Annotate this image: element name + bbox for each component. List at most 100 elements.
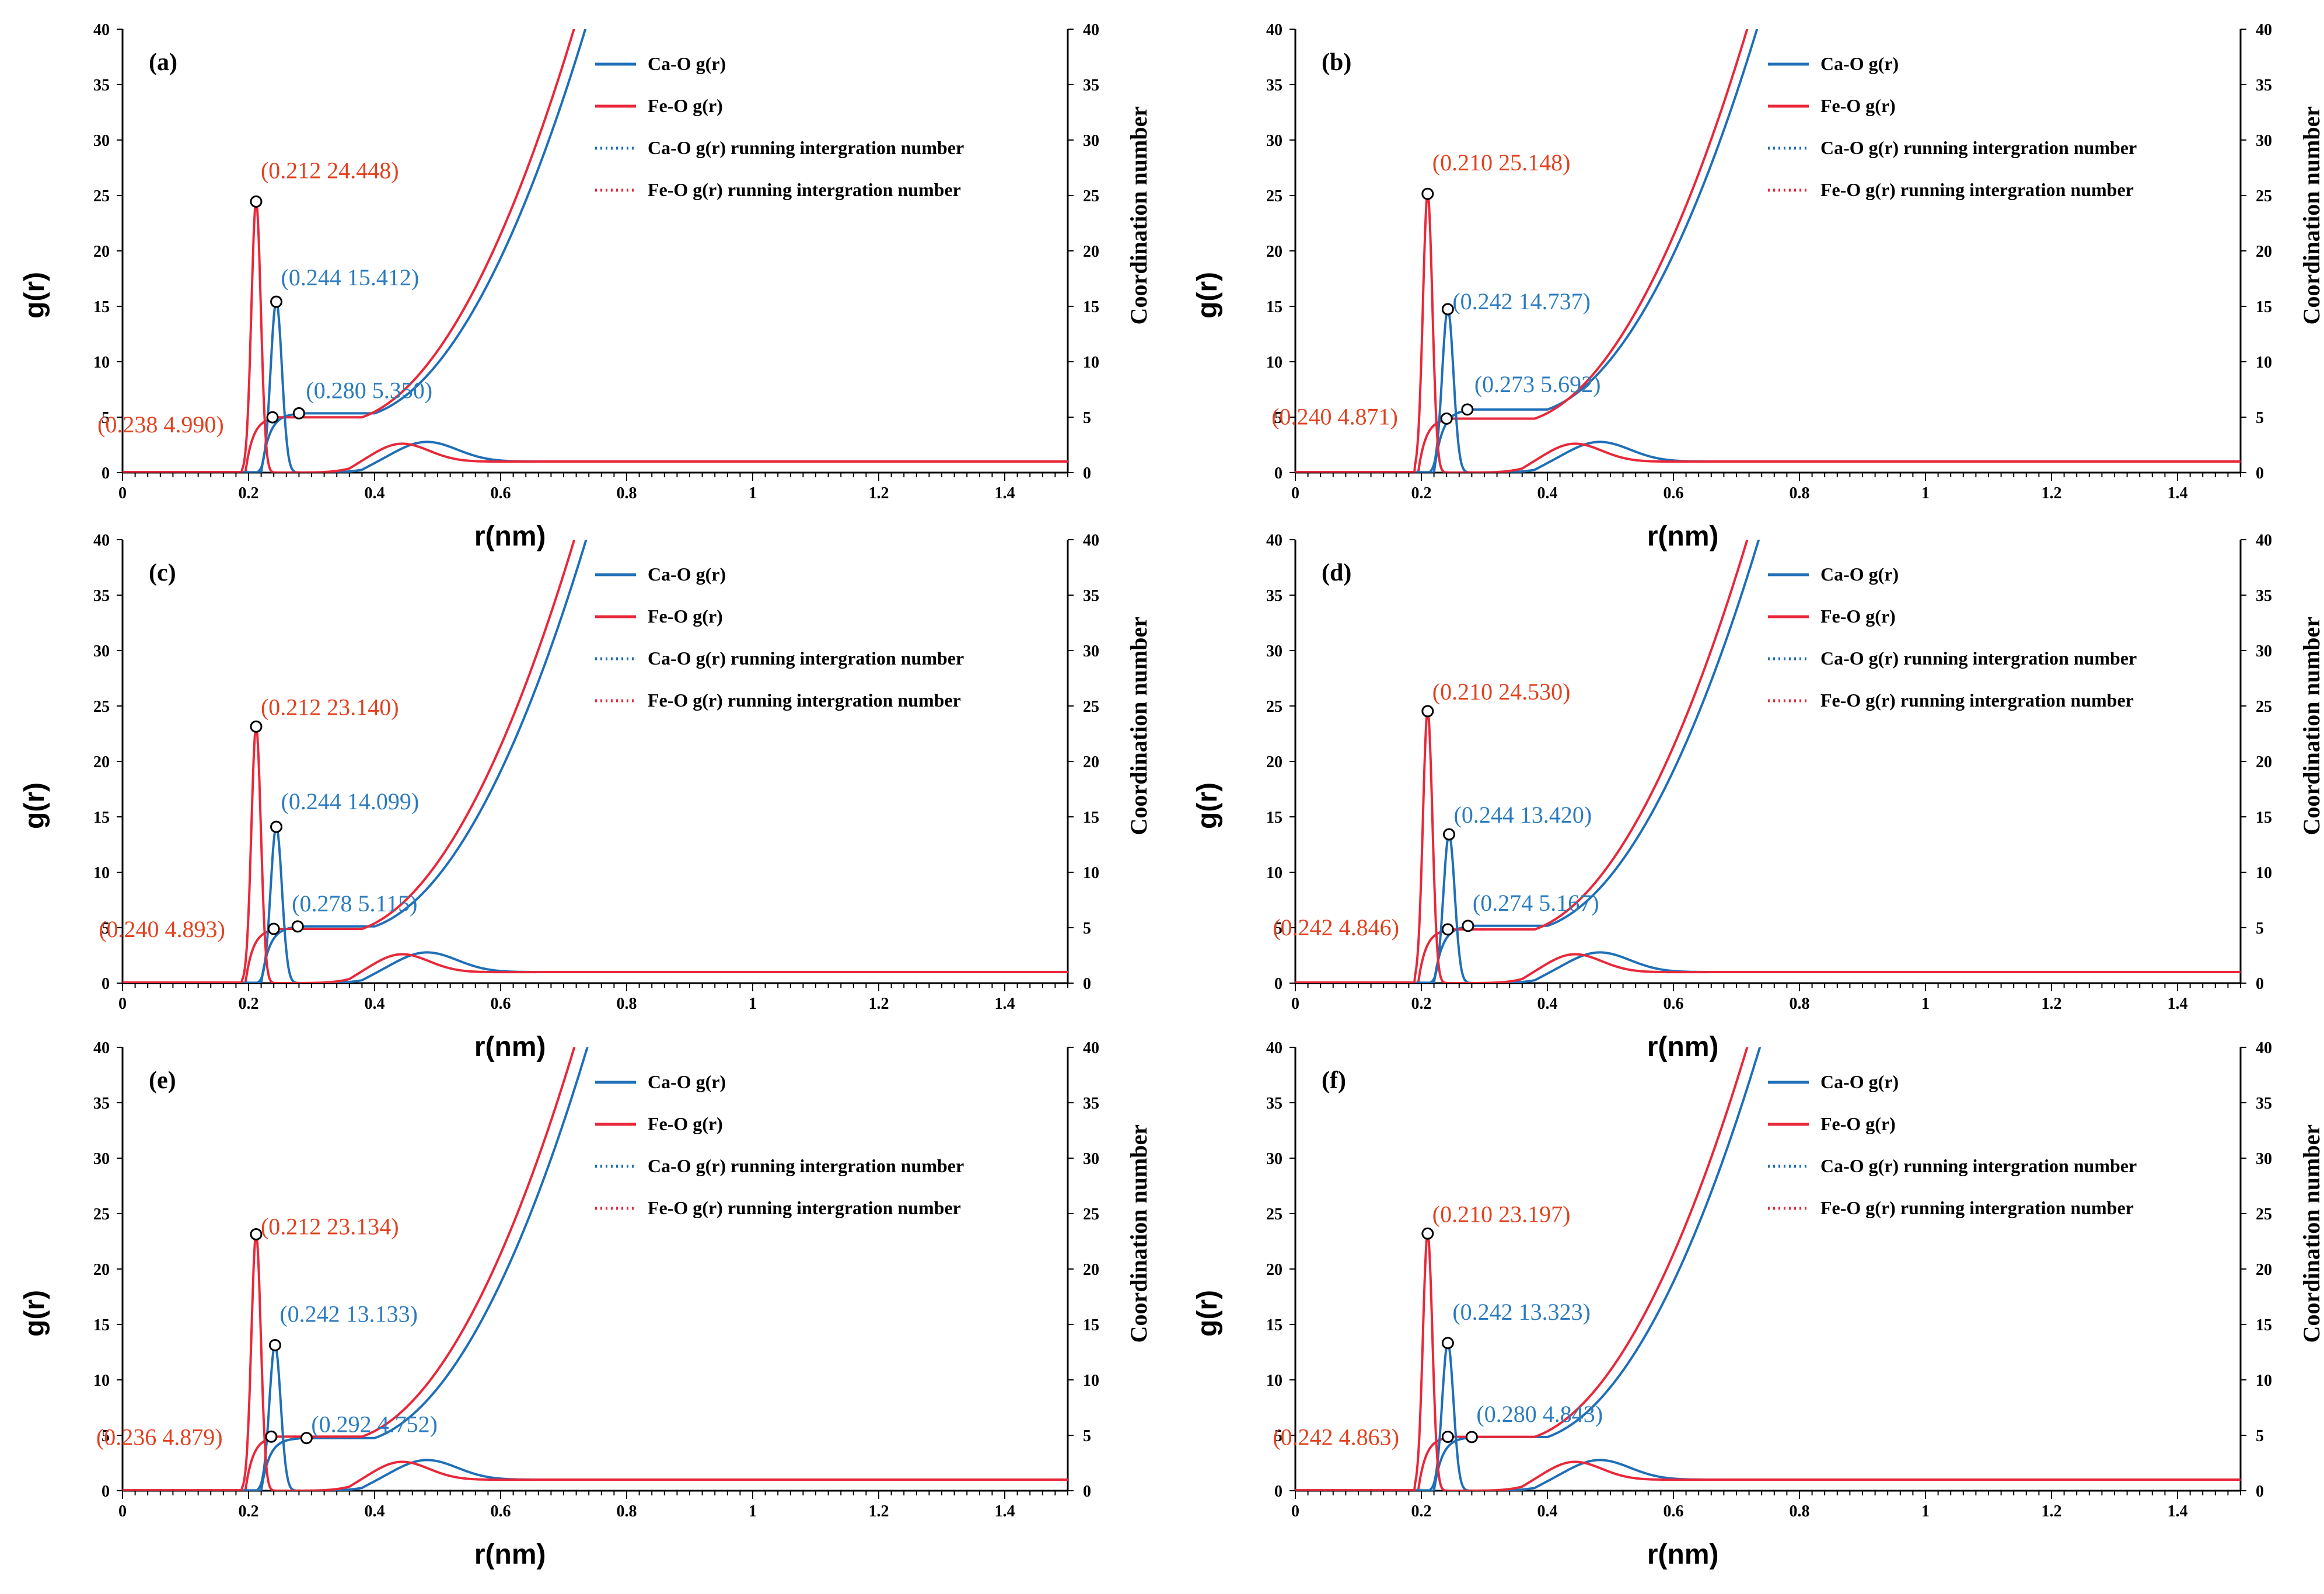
x-tick-label: 0.4 xyxy=(365,1502,385,1520)
fe-o-peak-label: (0.212 24.448) xyxy=(261,157,399,183)
ca-o-peak-marker xyxy=(1443,828,1456,841)
y2-tick-label: 25 xyxy=(2256,1205,2272,1224)
y2-tick-label: 15 xyxy=(2256,1316,2272,1334)
ca-o-running-point-label: (0.280 4.843) xyxy=(1476,1401,1603,1427)
legend-entry: Ca-O g(r) xyxy=(648,564,726,585)
x-tick-label: 0.8 xyxy=(1790,484,1810,502)
y2-tick-label: 5 xyxy=(1083,409,1091,427)
y2-axis-title: Coordination number xyxy=(1126,617,1152,836)
y2-tick-label: 10 xyxy=(1083,354,1099,372)
y2-tick-label: 40 xyxy=(2256,1039,2272,1057)
fe-o-peak-marker xyxy=(250,195,263,208)
fe-o-running-point-marker xyxy=(266,411,279,424)
y-tick-label: 15 xyxy=(1266,298,1282,316)
y2-tick-label: 15 xyxy=(1083,298,1099,316)
x-tick-label: 1 xyxy=(749,995,757,1013)
y2-tick-label: 5 xyxy=(2256,1427,2264,1445)
y-tick-label: 40 xyxy=(93,21,110,39)
legend-entry: Fe-O g(r) xyxy=(648,95,723,116)
y2-tick-label: 15 xyxy=(1083,1316,1099,1334)
y-tick-label: 15 xyxy=(1266,1316,1282,1334)
ca-o-peak-marker xyxy=(1441,303,1454,316)
fe-o-gr-line xyxy=(1295,189,2241,473)
y2-tick-label: 35 xyxy=(2256,587,2272,605)
legend-entry: Ca-O g(r) running intergration number xyxy=(1820,648,2137,669)
x-tick-label: 1.2 xyxy=(2042,1502,2062,1520)
legend-entry: Fe-O g(r) xyxy=(648,1113,723,1134)
x-tick-label: 0.2 xyxy=(239,1502,259,1520)
x-tick-label: 0 xyxy=(118,484,127,502)
legend-entry: Ca-O g(r) running intergration number xyxy=(648,648,964,669)
y-tick-label: 25 xyxy=(93,187,110,205)
y-tick-label: 20 xyxy=(1266,1261,1282,1279)
x-axis-title: r(nm) xyxy=(474,521,546,552)
x-tick-label: 0.6 xyxy=(491,995,511,1013)
y-tick-label: 20 xyxy=(1266,243,1282,261)
fe-o-peak-marker xyxy=(1421,1227,1434,1240)
ca-o-running-point-label: (0.273 5.692) xyxy=(1474,371,1601,397)
x-tick-label: 0.6 xyxy=(1664,995,1684,1013)
fe-o-running-number-line xyxy=(123,29,575,473)
x-tick-label: 1.4 xyxy=(2168,1502,2188,1520)
y-tick-label: 20 xyxy=(93,753,110,771)
y2-tick-label: 20 xyxy=(1083,753,1099,771)
y-tick-label: 30 xyxy=(93,132,110,150)
y2-tick-label: 5 xyxy=(1083,1427,1091,1445)
legend-entry: Fe-O g(r) running intergration number xyxy=(1820,690,2134,711)
ca-o-running-point-label: (0.278 5.115) xyxy=(292,890,417,917)
plot-area xyxy=(1295,1047,2241,1491)
y-tick-label: 30 xyxy=(1266,1150,1282,1168)
x-tick-label: 1.4 xyxy=(2168,995,2188,1013)
y-tick-label: 5 xyxy=(102,409,110,427)
y2-tick-label: 30 xyxy=(1083,132,1099,150)
y-tick-label: 15 xyxy=(1266,809,1282,827)
y-axis-title: g(r) xyxy=(1192,1290,1223,1337)
ca-o-running-point-marker xyxy=(291,920,304,933)
x-axis-title: r(nm) xyxy=(1647,1539,1719,1570)
x-tick-label: 0 xyxy=(1291,1502,1299,1520)
y-axis-title: g(r) xyxy=(19,1290,50,1337)
panel-label: (e) xyxy=(149,1067,176,1094)
ca-o-running-number-line xyxy=(123,1047,589,1491)
x-tick-label: 1.4 xyxy=(995,484,1015,502)
legend-entry: Ca-O g(r) running intergration number xyxy=(648,1155,964,1176)
fe-o-peak-label: (0.210 25.148) xyxy=(1432,149,1571,176)
y2-axis-title: Coordination number xyxy=(1126,106,1152,325)
panel-label: (a) xyxy=(149,49,177,76)
y-tick-label: 10 xyxy=(93,1372,110,1390)
y2-tick-label: 40 xyxy=(1083,532,1099,550)
x-tick-label: 1.2 xyxy=(869,484,889,502)
y-tick-label: 15 xyxy=(93,298,110,316)
x-tick-label: 1.2 xyxy=(2042,484,2062,502)
ca-o-peak-marker xyxy=(268,1338,281,1351)
y-tick-label: 35 xyxy=(93,76,110,95)
legend-entry: Ca-O g(r) running intergration number xyxy=(648,137,964,158)
ca-o-peak-marker xyxy=(270,295,283,308)
y2-tick-label: 5 xyxy=(2256,409,2264,427)
fe-o-gr-line xyxy=(123,722,1068,983)
x-tick-label: 0.6 xyxy=(491,1502,511,1520)
y-tick-label: 35 xyxy=(1266,1095,1282,1113)
legend-entry: Fe-O g(r) running intergration number xyxy=(648,179,961,200)
x-tick-label: 1 xyxy=(1921,484,1930,502)
legend-entry: Fe-O g(r) running intergration number xyxy=(1820,1197,2134,1218)
y2-tick-label: 20 xyxy=(2256,243,2272,261)
y2-tick-label: 30 xyxy=(2256,1150,2272,1168)
legend-entry: Ca-O g(r) running intergration number xyxy=(1820,1155,2137,1176)
y2-tick-label: 40 xyxy=(1083,21,1099,39)
ca-o-running-point-marker xyxy=(300,1432,313,1445)
fe-o-peak-marker xyxy=(250,1228,263,1240)
fe-o-peak-label: (0.212 23.134) xyxy=(261,1213,399,1239)
y2-tick-label: 20 xyxy=(2256,1261,2272,1279)
x-tick-label: 1 xyxy=(749,484,757,502)
y-tick-label: 15 xyxy=(93,1316,110,1334)
y-tick-label: 40 xyxy=(1266,532,1282,550)
fe-o-gr-line xyxy=(1295,1229,2241,1491)
y-tick-label: 5 xyxy=(102,1427,110,1445)
ca-o-peak-label: (0.242 14.737) xyxy=(1452,288,1591,314)
fe-o-running-point-marker xyxy=(1441,1431,1454,1443)
x-tick-label: 1 xyxy=(749,1502,757,1520)
y2-tick-label: 20 xyxy=(1083,243,1099,261)
